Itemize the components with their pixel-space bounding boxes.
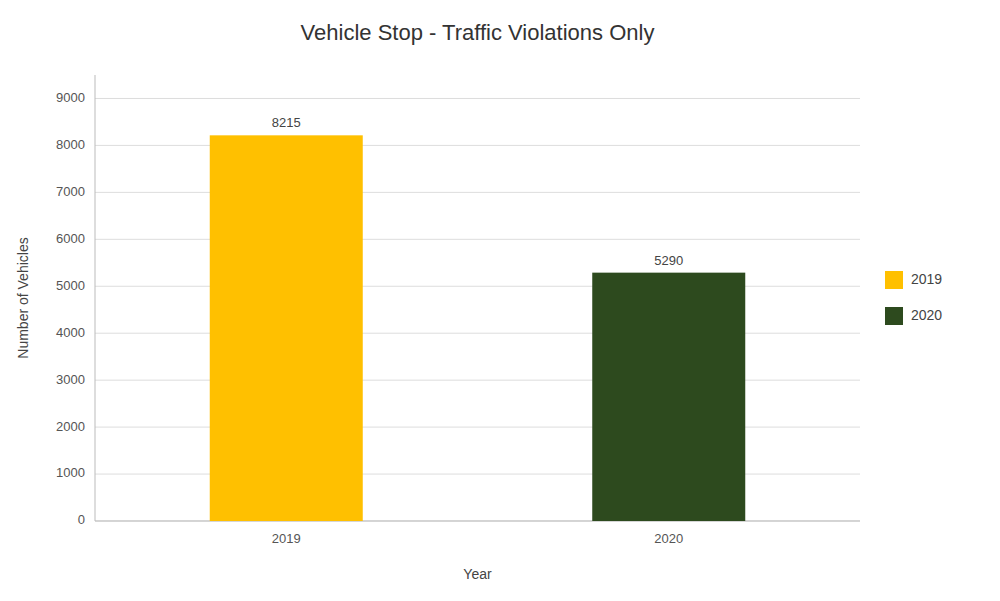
y-tick-label: 7000 (56, 184, 85, 199)
chart: 0 1000 2000 3000 4000 5000 6000 7000 8000 9000 821… (0, 0, 1000, 601)
y-axis-label: Number of Vehicles (15, 237, 31, 358)
legend: 2019 2020 (885, 271, 942, 325)
bars (210, 135, 746, 521)
y-tick-label: 3000 (56, 372, 85, 387)
data-label: 8215 (272, 115, 301, 130)
x-tick-label: 2019 (272, 531, 301, 546)
legend-swatch (885, 307, 903, 325)
grid (95, 98, 860, 521)
legend-label: 2020 (911, 307, 942, 323)
y-tick-label: 6000 (56, 231, 85, 246)
data-label: 5290 (654, 253, 683, 268)
y-tick-label: 8000 (56, 137, 85, 152)
y-tick-label: 4000 (56, 325, 85, 340)
legend-swatch (885, 271, 903, 289)
background (0, 0, 1000, 601)
bar (592, 273, 745, 521)
chart-container: 0 1000 2000 3000 4000 5000 6000 7000 8000 9000 821… (0, 0, 1000, 601)
title: Vehicle Stop - Traffic Violations Only (301, 20, 655, 45)
y-tick-label: 9000 (56, 90, 85, 105)
y-tick-label: 5000 (56, 278, 85, 293)
y-tick-label: 2000 (56, 419, 85, 434)
x-tick-label: 2020 (654, 531, 683, 546)
y-tick-label: 1000 (56, 465, 85, 480)
grid-line (95, 98, 860, 99)
y-axis-line (95, 75, 96, 521)
legend-label: 2019 (911, 271, 942, 287)
x-axis-label: Year (463, 566, 492, 582)
bar (210, 135, 363, 521)
y-tick-label: 0 (78, 512, 85, 527)
